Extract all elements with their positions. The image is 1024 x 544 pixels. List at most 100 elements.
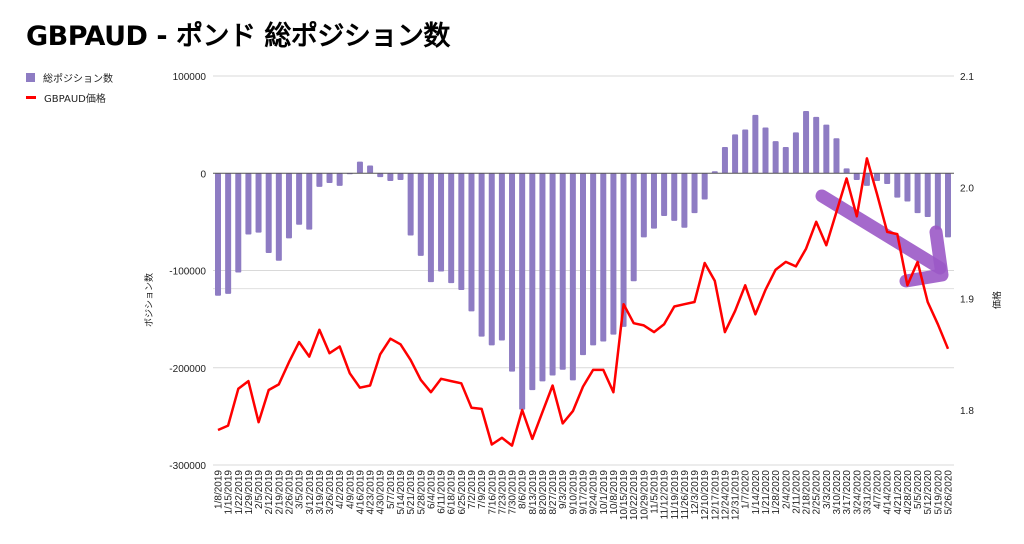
legend-item-positions: 総ポジション数 <box>26 70 113 85</box>
bar <box>863 173 870 186</box>
legend-label-positions: 総ポジション数 <box>43 74 113 85</box>
x-tick-label: 7/2/2019 <box>467 470 478 509</box>
bar <box>255 173 262 233</box>
x-axis: 1/8/2019 1/15/2019 1/22/2019 1/29/2019 2/5/2… <box>214 470 955 520</box>
bar <box>590 173 597 346</box>
bar <box>407 173 414 236</box>
y-tick-label: 100000 <box>173 72 207 83</box>
x-tick-label: 1/21/2020 <box>761 470 772 515</box>
bar <box>215 173 221 296</box>
bar <box>529 173 536 391</box>
bar <box>438 173 445 272</box>
x-tick-label: 11/19/2019 <box>670 470 681 520</box>
x-tick-label: 12/31/2019 <box>731 470 742 520</box>
bar <box>468 173 475 312</box>
x-tick-label: 12/10/2019 <box>700 470 711 520</box>
bar <box>874 173 881 182</box>
bar <box>894 173 901 198</box>
bar <box>275 173 282 261</box>
x-tick-label: 4/9/2019 <box>345 470 356 509</box>
bar <box>600 173 607 342</box>
x-tick-label: 11/5/2019 <box>649 470 660 514</box>
y-axis-title: ポジション数 <box>143 273 155 327</box>
bar <box>509 173 516 372</box>
y-axis-left: 100000 0 -100000 -200000 -300000 <box>169 72 206 472</box>
bar <box>884 173 891 184</box>
x-tick-label: 5/14/2019 <box>396 470 407 515</box>
bar <box>356 161 363 174</box>
bar <box>701 173 708 200</box>
x-tick-label: 7/30/2019 <box>508 470 519 515</box>
bar <box>732 134 739 174</box>
x-tick-label: 5/26/2020 <box>944 470 955 515</box>
x-tick-label: 12/24/2019 <box>720 470 731 520</box>
x-tick-label: 1/8/2019 <box>214 470 225 509</box>
bar <box>813 116 820 174</box>
x-tick-label: 6/11/2019 <box>437 470 448 514</box>
x-tick-label: 1/22/2019 <box>234 470 245 515</box>
bar <box>772 141 779 174</box>
x-tick-label: 2/11/2020 <box>791 470 802 514</box>
arrow-shaft <box>815 189 947 275</box>
x-tick-label: 4/16/2019 <box>355 470 366 515</box>
x-tick-label: 2/25/2020 <box>812 470 823 515</box>
bar <box>762 127 769 174</box>
bar <box>904 173 911 202</box>
x-tick-label: 10/8/2019 <box>609 470 620 515</box>
y-tick-label: -300000 <box>169 461 206 472</box>
x-tick-label: 9/17/2019 <box>579 470 590 515</box>
x-tick-label: 10/29/2019 <box>639 470 650 520</box>
x-tick-label: 11/26/2019 <box>680 470 691 520</box>
x-tick-label: 3/12/2019 <box>305 470 316 515</box>
x-tick-label: 2/26/2019 <box>284 470 295 515</box>
x-tick-label: 5/28/2019 <box>416 470 427 515</box>
bar <box>640 173 647 238</box>
legend-item-price: GBPAUD価格 <box>26 90 106 105</box>
x-tick-label: 8/27/2019 <box>548 470 559 515</box>
bar <box>296 173 303 225</box>
bar <box>843 168 850 174</box>
y2-axis-title: 価格 <box>991 291 1003 309</box>
bar <box>539 173 546 382</box>
bar <box>671 173 678 221</box>
y2-tick-label: 1.8 <box>960 406 974 417</box>
x-tick-label: 10/1/2019 <box>599 470 610 515</box>
x-tick-label: 2/4/2020 <box>781 470 792 509</box>
bar <box>377 173 384 178</box>
bar <box>803 111 810 174</box>
bar <box>306 173 313 230</box>
x-tick-label: 7/23/2019 <box>497 470 508 515</box>
bar <box>417 173 424 256</box>
x-tick-label: 4/14/2020 <box>883 470 894 515</box>
arrow-head <box>899 225 949 288</box>
y2-tick-label: 2.0 <box>960 183 974 194</box>
x-tick-label: 5/21/2019 <box>406 470 417 515</box>
bar <box>519 173 526 410</box>
x-tick-label: 3/31/2020 <box>862 470 873 515</box>
x-tick-label: 1/15/2019 <box>224 470 235 515</box>
x-tick-label: 8/20/2019 <box>538 470 549 515</box>
x-tick-label: 9/3/2019 <box>558 470 569 509</box>
bar <box>945 173 951 238</box>
bar <box>498 173 505 341</box>
y-tick-label: -200000 <box>169 364 206 375</box>
x-tick-label: 5/19/2020 <box>933 470 944 515</box>
bar <box>559 173 566 370</box>
x-tick-label: 6/25/2019 <box>457 470 468 515</box>
bar-series <box>215 111 951 410</box>
x-tick-label: 8/13/2019 <box>528 470 539 515</box>
x-tick-label: 12/17/2019 <box>710 470 721 520</box>
legend-bar-swatch-icon <box>26 73 35 82</box>
x-tick-label: 12/3/2019 <box>690 470 701 515</box>
bar <box>235 173 242 273</box>
bar <box>721 146 728 174</box>
legend-label-price: GBPAUD価格 <box>44 94 106 105</box>
x-tick-label: 5/5/2020 <box>913 470 924 509</box>
x-tick-label: 2/12/2019 <box>264 470 275 515</box>
bar <box>853 173 860 181</box>
x-tick-label: 3/24/2020 <box>852 470 863 515</box>
x-tick-label: 9/10/2019 <box>568 470 579 515</box>
x-tick-label: 8/6/2019 <box>518 470 529 509</box>
x-tick-label: 1/28/2020 <box>771 470 782 515</box>
